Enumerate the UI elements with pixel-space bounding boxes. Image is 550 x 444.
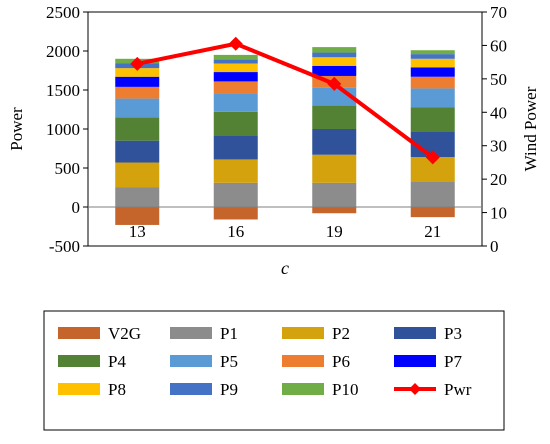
bar-p7-19 (312, 65, 357, 76)
x-axis: 13 16 19 21 (129, 222, 442, 241)
bar-p3-19 (312, 129, 357, 155)
bar-p2-19 (312, 154, 357, 183)
legend-swatch-p8 (58, 383, 100, 395)
bar-p3-13 (115, 140, 160, 163)
bar-p8-16 (213, 63, 258, 73)
bar-p2-13 (115, 162, 160, 188)
bar-p2-16 (213, 159, 258, 183)
bar-p1-13 (115, 187, 160, 207)
bar-p1-19 (312, 182, 357, 207)
legend-label-v2g: V2G (108, 324, 141, 343)
pwr-line-layer (130, 36, 440, 165)
y-axis-left: -500 0 500 1000 1500 2000 2500 (46, 3, 88, 256)
bar-p8-21 (410, 58, 455, 68)
legend-swatch-p5 (170, 355, 212, 367)
legend-marker-pwr (409, 383, 421, 395)
x-tick-label: 21 (424, 222, 441, 241)
pwr-point-19 (327, 76, 342, 91)
bar-p8-19 (312, 57, 357, 66)
y-tick-label: 2500 (46, 3, 80, 22)
bar-p5-21 (410, 88, 455, 108)
legend-swatch-p9 (170, 383, 212, 395)
y-tick-label: 1000 (46, 120, 80, 139)
y-axis-label: Power (7, 107, 26, 151)
y2-tick-label: 50 (490, 70, 507, 89)
bar-p3-16 (213, 135, 258, 160)
x-tick-label: 16 (227, 222, 244, 241)
plot-area (87, 11, 483, 247)
bar-v2g-21 (410, 207, 455, 218)
legend-label-p1: P1 (220, 324, 238, 343)
pwr-point-21 (425, 150, 440, 165)
y2-axis-label: Wind Power (521, 86, 540, 171)
bar-p1-21 (410, 181, 455, 207)
pwr-point-16 (228, 36, 243, 51)
bar-p10-19 (312, 47, 357, 53)
bar-p1-16 (213, 182, 258, 207)
legend-label-p4: P4 (108, 352, 126, 371)
legend-label-p7: P7 (444, 352, 462, 371)
legend: V2G P1 P2 P3 P4 P5 P6 P7 P8 P9 P10 Pwr (43, 310, 505, 431)
legend-swatch-p1 (170, 327, 212, 339)
bar-p6-13 (115, 86, 160, 99)
y-tick-label: -500 (49, 237, 80, 256)
y2-tick-label: 70 (490, 3, 507, 22)
bar-v2g-16 (213, 207, 258, 220)
bar-p7-21 (410, 67, 455, 77)
x-axis-label: c (281, 258, 289, 278)
bar-p8-13 (115, 68, 160, 77)
y2-tick-label: 0 (490, 237, 499, 256)
bar-p6-16 (213, 81, 258, 94)
y2-tick-label: 60 (490, 36, 507, 55)
legend-label-p2: P2 (332, 324, 350, 343)
bar-p4-21 (410, 107, 455, 132)
bar-v2g-13 (115, 207, 160, 225)
y-axis-right: 0 10 20 30 40 50 60 70 (482, 3, 507, 256)
bar-p4-16 (213, 111, 258, 136)
legend-swatch-p2 (282, 327, 324, 339)
y2-tick-label: 40 (490, 103, 507, 122)
bar-v2g-19 (312, 207, 357, 214)
bar-p10-21 (410, 50, 455, 55)
x-tick-label: 19 (326, 222, 343, 241)
bar-p6-21 (410, 76, 455, 89)
bar-p5-13 (115, 98, 160, 118)
bar-p7-16 (213, 72, 258, 82)
legend-swatch-p10 (282, 383, 324, 395)
legend-label-p9: P9 (220, 380, 238, 399)
legend-label-p8: P8 (108, 380, 126, 399)
legend-swatch-p6 (282, 355, 324, 367)
legend-label-p3: P3 (444, 324, 462, 343)
legend-swatch-p3 (394, 327, 436, 339)
legend-items: V2G P1 P2 P3 P4 P5 P6 P7 P8 P9 P10 Pwr (58, 324, 472, 399)
y-tick-label: 0 (72, 198, 81, 217)
y2-tick-label: 10 (490, 204, 507, 223)
bar-p9-21 (410, 54, 455, 59)
bar-p5-16 (213, 93, 258, 112)
legend-label-p6: P6 (332, 352, 350, 371)
bar-p9-19 (312, 52, 357, 58)
legend-label-p10: P10 (332, 380, 358, 399)
pwr-line (136, 41, 434, 160)
legend-label-p5: P5 (220, 352, 238, 371)
y-tick-label: 2000 (46, 42, 80, 61)
legend-swatch-p4 (58, 355, 100, 367)
y-tick-label: 1500 (46, 81, 80, 100)
y2-tick-label: 20 (490, 170, 507, 189)
x-tick-label: 13 (129, 222, 146, 241)
bar-p7-13 (115, 76, 160, 87)
pwr-point-13 (130, 56, 145, 71)
y-tick-label: 500 (55, 159, 81, 178)
bar-p4-13 (115, 117, 160, 141)
legend-swatch-p7 (394, 355, 436, 367)
legend-swatch-v2g (58, 327, 100, 339)
y2-tick-label: 30 (490, 137, 507, 156)
bar-p10-16 (213, 54, 258, 60)
legend-label-pwr: Pwr (444, 380, 472, 399)
bar-p4-19 (312, 105, 357, 129)
bar-p9-16 (213, 59, 258, 64)
